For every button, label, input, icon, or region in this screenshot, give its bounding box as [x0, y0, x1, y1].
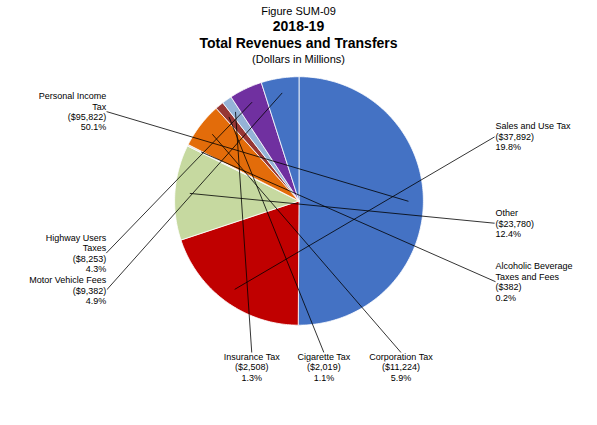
- svg-text:Motor Vehicle Fees($9,382)4.9%: Motor Vehicle Fees($9,382)4.9%: [29, 275, 107, 306]
- svg-text:Alcoholic BeverageTaxes and Fe: Alcoholic BeverageTaxes and Fees($382)0.…: [496, 261, 573, 302]
- svg-text:Highway UsersTaxes($8,253)4.3%: Highway UsersTaxes($8,253)4.3%: [46, 233, 107, 274]
- svg-text:Other($23,780)12.4%: Other($23,780)12.4%: [496, 208, 535, 239]
- svg-text:Personal IncomeTax($95,822)50.: Personal IncomeTax($95,822)50.1%: [39, 91, 107, 132]
- html-text:Total Revenues and Transfers: Total Revenues and Transfers: [199, 35, 398, 51]
- svg-text:Sales and Use Tax($37,892)19.8: Sales and Use Tax($37,892)19.8%: [496, 121, 571, 152]
- html-text:(Dollars in Millions): (Dollars in Millions): [252, 53, 345, 65]
- html-text:Figure SUM-09: Figure SUM-09: [261, 5, 336, 17]
- svg-text:Corporation Tax($11,224)5.9%: Corporation Tax($11,224)5.9%: [369, 352, 433, 383]
- html-text:2018-19: 2018-19: [272, 18, 325, 34]
- svg-text:Cigarette Tax($2,019)1.1%: Cigarette Tax($2,019)1.1%: [297, 352, 350, 383]
- svg-text:Insurance Tax($2,508)1.3%: Insurance Tax($2,508)1.3%: [224, 352, 280, 383]
